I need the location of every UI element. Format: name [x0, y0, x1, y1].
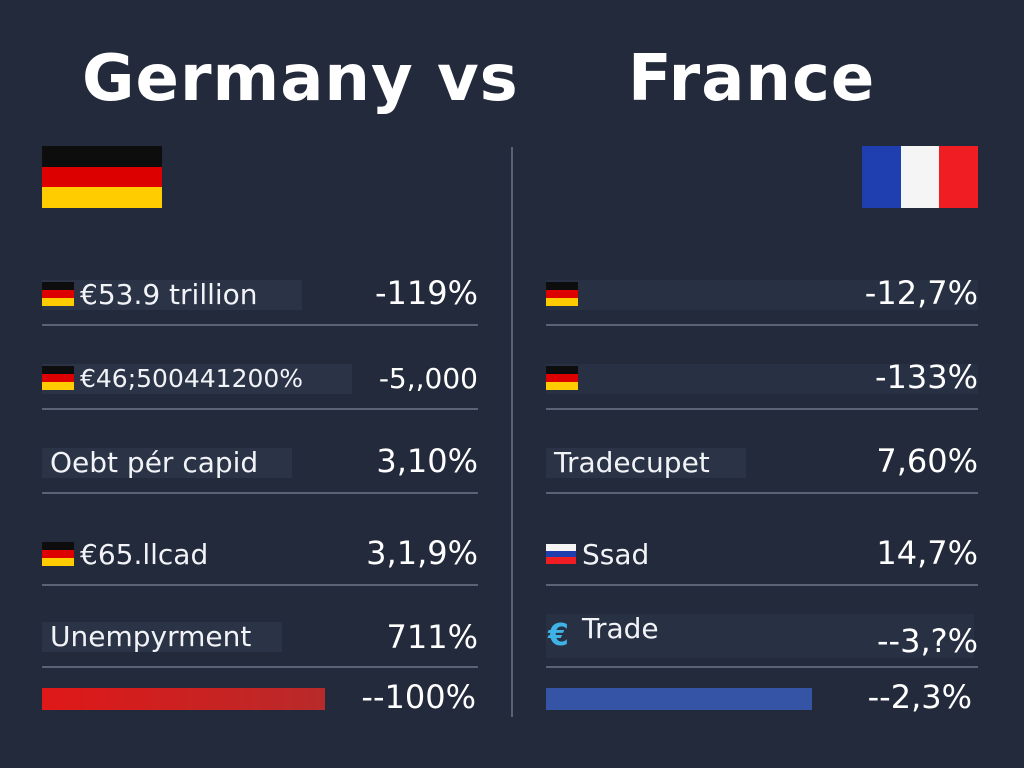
france-row-value: -133% [874, 358, 978, 396]
euro-icon: € [548, 618, 569, 653]
france-row-value: 7,60% [876, 442, 978, 480]
france-row-label: Ssad [582, 538, 650, 571]
france-row-4: Ssad 14,7% [546, 526, 978, 586]
france-row-value: -12,7% [864, 274, 978, 312]
germany-row-label: €53.9 trillion [80, 278, 258, 311]
germany-flag-icon [42, 366, 74, 390]
france-row-5: € Trade --3,?% [546, 608, 978, 668]
germany-row-value: 3,10% [376, 442, 478, 480]
germany-flag-icon [546, 282, 578, 306]
germany-flag-icon [546, 366, 578, 390]
france-row-label: Trade [582, 612, 659, 645]
title-france: France [628, 42, 876, 116]
germany-row-value: -5,,000 [378, 362, 478, 395]
france-flag-icon [862, 146, 979, 208]
france-row-1: -12,7% [546, 266, 978, 326]
germany-row-value: 711% [386, 618, 478, 656]
germany-row-label: €65.llcad [80, 538, 209, 571]
germany-bar [42, 688, 325, 710]
title-germany-vs: Germany vs [82, 42, 519, 116]
france-row-2: -133% [546, 350, 978, 410]
france-row-label: Tradecupet [554, 446, 710, 479]
germany-row-3: Oebt pér capid 3,10% [42, 434, 478, 494]
france-bar [546, 688, 812, 710]
column-divider [511, 147, 513, 717]
germany-flag-icon [42, 146, 162, 209]
germany-row-5: Unempyrment 711% [42, 608, 478, 668]
germany-row-2: €46;500441200% -5,,000 [42, 350, 478, 410]
germany-row-label: Unempyrment [50, 620, 252, 653]
russia-flag-icon [546, 544, 576, 565]
germany-row-label: Oebt pér capid [50, 446, 259, 479]
germany-flag-icon [42, 542, 74, 566]
germany-row-value: 3,1,9% [366, 534, 478, 572]
germany-row-value: -119% [374, 274, 478, 312]
france-row-value: 14,7% [876, 534, 978, 572]
germany-row-1: €53.9 trillion -119% [42, 266, 478, 326]
germany-bar-value: --100% [361, 678, 476, 716]
france-row-value: --3,?% [876, 622, 978, 660]
france-bar-value: --2,3% [867, 678, 972, 716]
germany-row-label: €46;500441200% [80, 364, 304, 393]
germany-flag-icon [42, 282, 74, 306]
germany-row-4: €65.llcad 3,1,9% [42, 526, 478, 586]
france-row-3: Tradecupet 7,60% [546, 434, 978, 494]
page-title: Germany vs France [0, 42, 1024, 122]
